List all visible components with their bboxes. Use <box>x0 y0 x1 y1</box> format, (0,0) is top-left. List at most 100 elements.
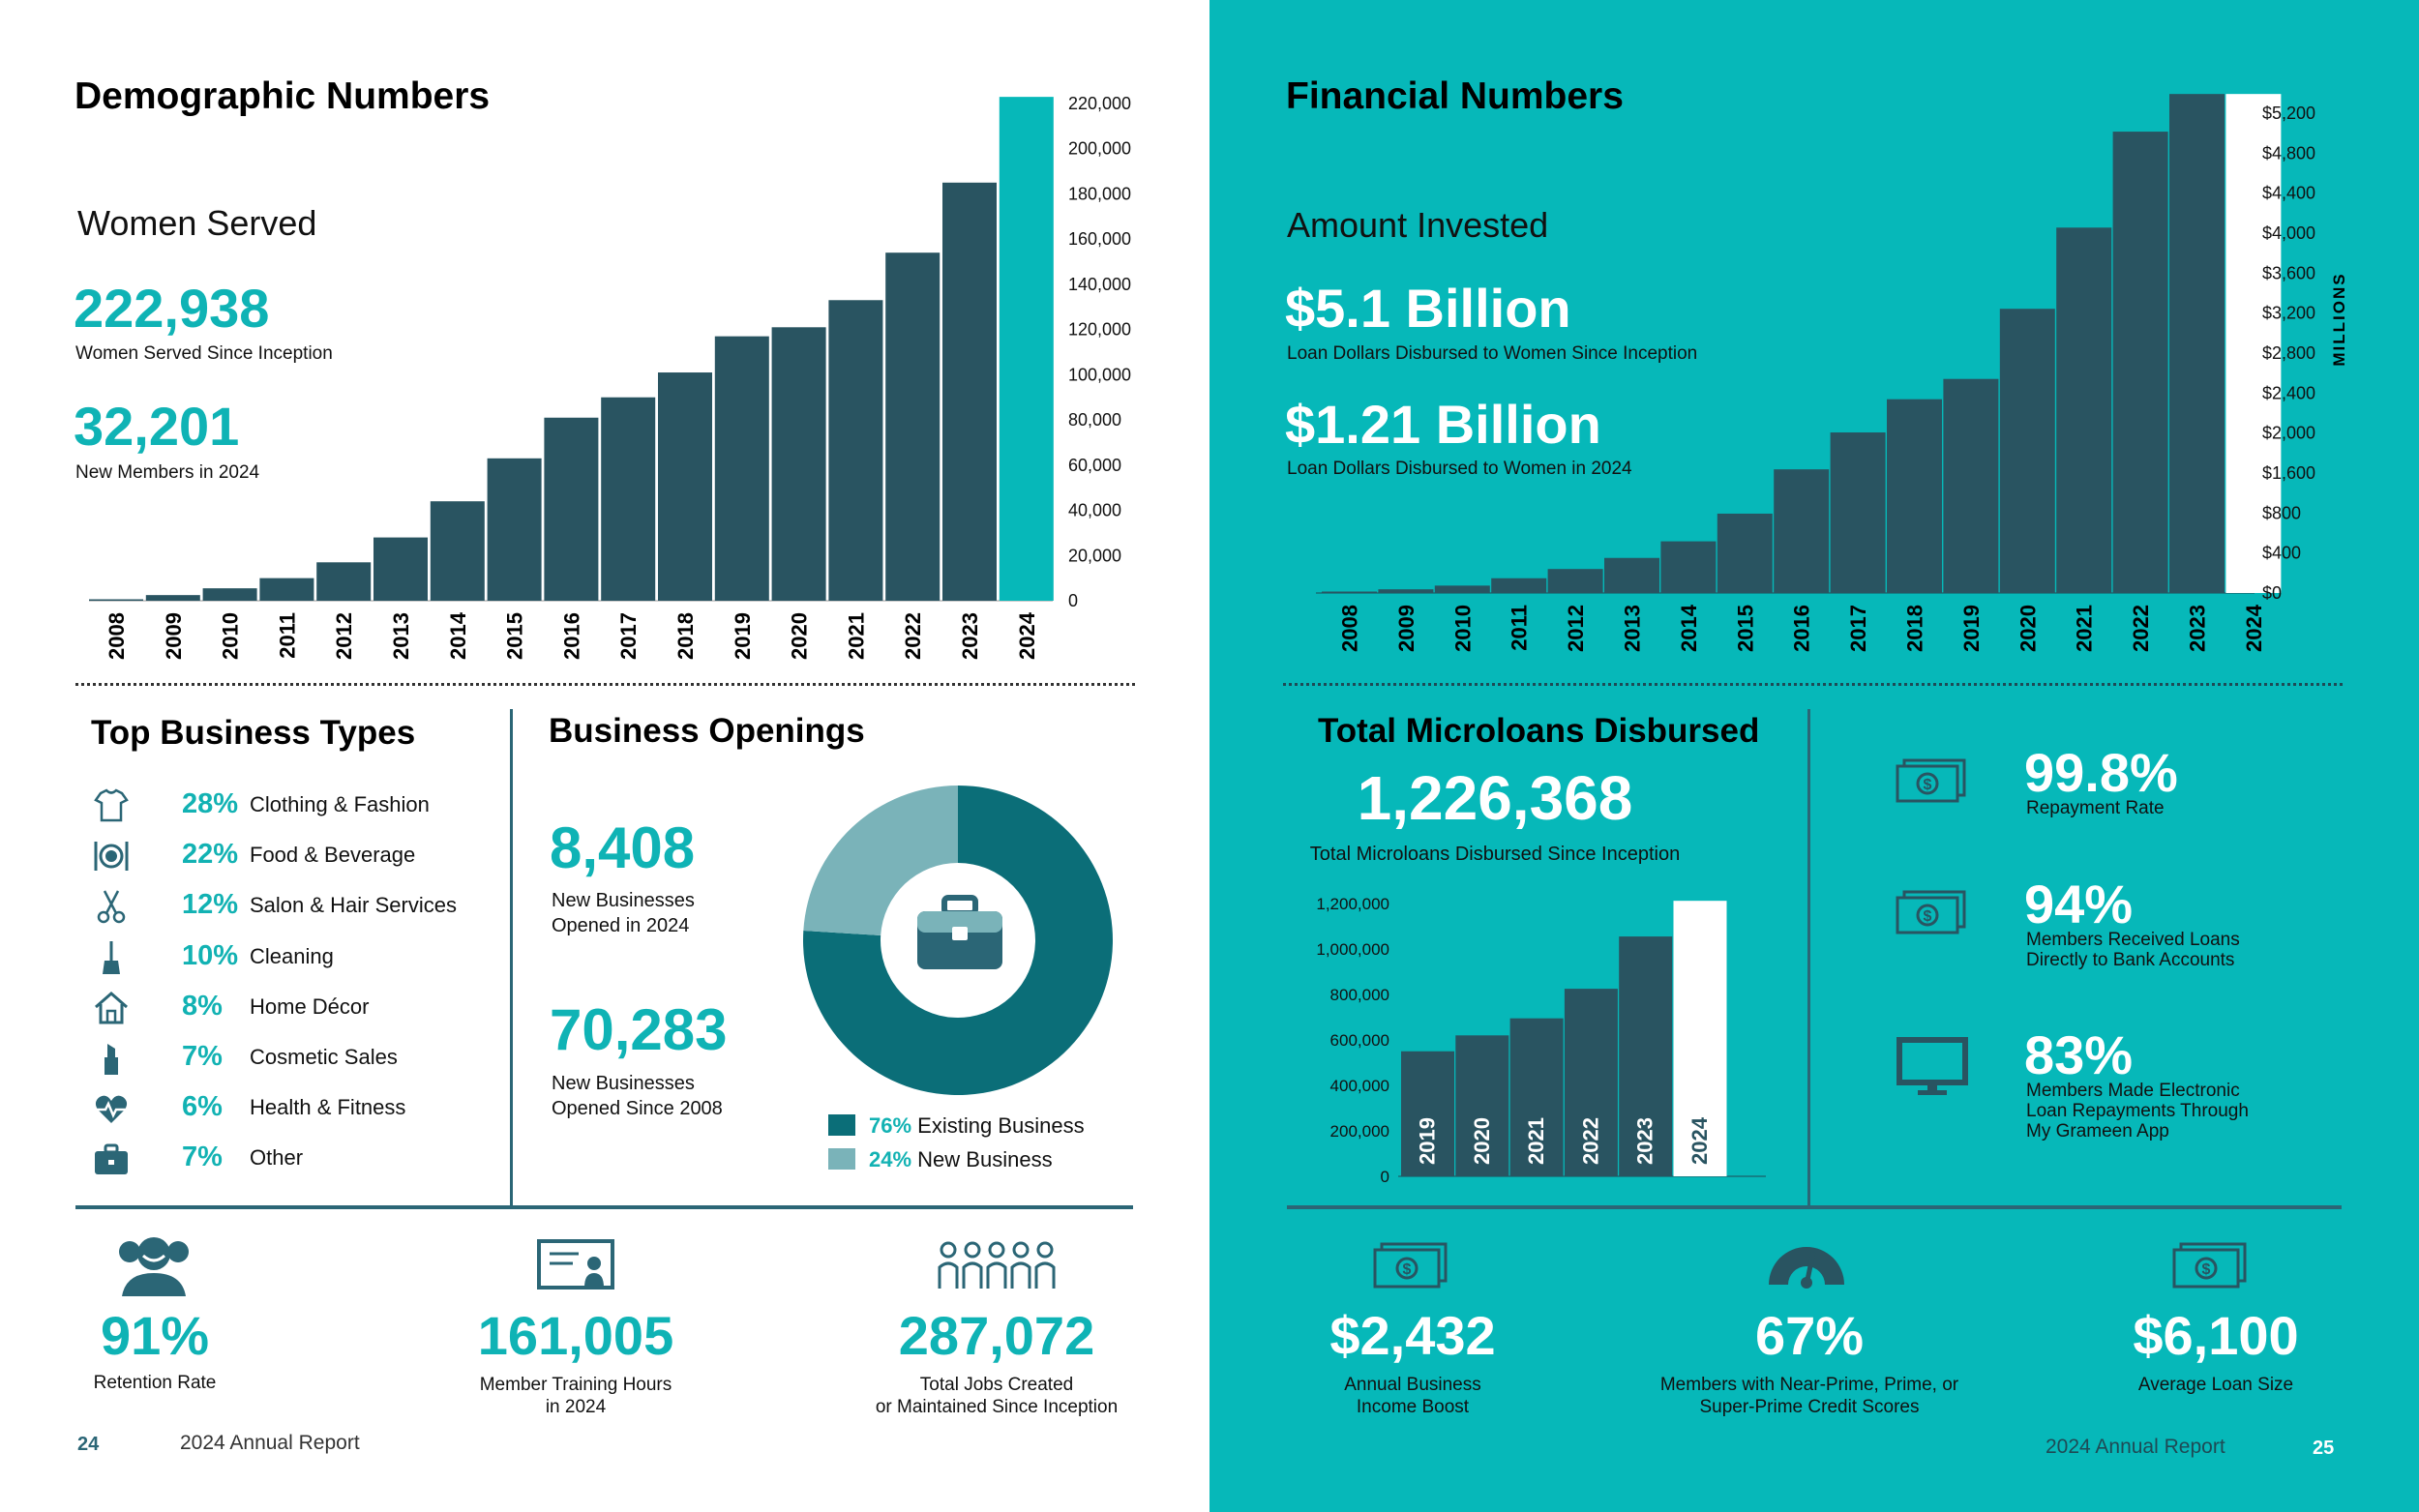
x-tick-label: 2017 <box>616 612 641 660</box>
legend-swatch-existing <box>828 1114 855 1136</box>
training-board-icon <box>536 1238 615 1292</box>
jobs-caption-1: Total Jobs Created <box>919 1375 1074 1395</box>
cash-icon: $ <box>1372 1240 1449 1289</box>
bar-2019 <box>714 336 769 601</box>
business-type-label: Cosmetic Sales <box>250 1045 398 1069</box>
electronic-repayment-value: 83% <box>2024 1024 2134 1085</box>
business-type-label: Clothing & Fashion <box>250 792 430 816</box>
bar-2019 <box>1943 378 1999 593</box>
bar-2011 <box>1491 578 1547 593</box>
y-tick-label: 400,000 <box>1330 1077 1389 1095</box>
x-tick-label: 2014 <box>1677 604 1701 652</box>
bar-2018 <box>658 372 712 601</box>
x-tick-label: 2009 <box>1394 605 1419 652</box>
briefcase-icon <box>913 894 1006 973</box>
bar-2022 <box>1564 989 1618 1176</box>
total-businesses-count: 70,283 <box>550 997 728 1062</box>
x-tick-label: 2015 <box>1733 605 1757 652</box>
bar-2021 <box>2056 227 2112 593</box>
y-tick-label: 100,000 <box>1068 365 1131 384</box>
section-rule <box>75 1205 1133 1209</box>
jobs-value: 287,072 <box>898 1305 1095 1366</box>
footer-text: 2024 Annual Report <box>180 1432 360 1454</box>
invested-total-caption: Loan Dollars Disbursed to Women Since In… <box>1287 343 1698 364</box>
avg-loan-value: $6,100 <box>2133 1305 2299 1366</box>
x-tick-label: 2024 <box>2242 604 2266 652</box>
bar-2023 <box>1619 936 1673 1176</box>
x-tick-label: 2016 <box>559 612 583 660</box>
x-tick-label: 2024 <box>1687 1116 1712 1165</box>
bar-2017 <box>1830 432 1886 593</box>
y-tick-label: 80,000 <box>1068 410 1121 430</box>
business-type-label: Health & Fitness <box>250 1095 406 1120</box>
business-type-pct: 7% <box>182 1141 223 1173</box>
x-tick-label: 2020 <box>788 612 812 660</box>
bank-accounts-value: 94% <box>2024 874 2134 934</box>
bar-2008 <box>89 599 143 601</box>
credit-score-caption-2: Super-Prime Credit Scores <box>1699 1397 1920 1417</box>
x-tick-label: 2014 <box>446 611 470 660</box>
x-tick-label: 2022 <box>1578 1117 1602 1165</box>
x-tick-label: 2020 <box>2016 605 2040 652</box>
y-tick-label: $800 <box>2262 503 2301 522</box>
bar-2010 <box>1434 585 1490 593</box>
member-icon <box>116 1234 192 1298</box>
business-type-pct: 7% <box>182 1041 223 1072</box>
y-tick-label: $0 <box>2262 583 2282 603</box>
y-tick-label: 200,000 <box>1068 139 1131 159</box>
y-tick-label: 600,000 <box>1330 1031 1389 1050</box>
y-axis-label: MILLIONS <box>2330 272 2348 366</box>
bar-2016 <box>1774 469 1830 593</box>
bar-2023 <box>2169 94 2225 593</box>
amount-invested-chart: 2008 2009 2010 2011 2012 2013 2014 2015 2016 2017… <box>1316 94 2348 652</box>
bar-2014 <box>1660 541 1717 593</box>
house-icon <box>93 990 130 1026</box>
x-tick-label: 2011 <box>275 612 299 659</box>
x-tick-label: 2021 <box>1524 1117 1548 1165</box>
women-served-chart: 2008 2009 2010 2011 2012 2013 2014 2015 2016 2017… <box>89 94 1131 660</box>
business-type-pct: 10% <box>182 939 239 971</box>
legend-new: 24% New Business <box>869 1147 1053 1171</box>
y-tick-label: 1,200,000 <box>1316 895 1389 913</box>
y-tick-label: 200,000 <box>1330 1122 1389 1141</box>
x-tick-label: 2013 <box>389 612 413 660</box>
bar-2020 <box>1455 1035 1509 1176</box>
invested-year-caption: Loan Dollars Disbursed to Women in 2024 <box>1287 459 1632 479</box>
training-hours-caption-2: in 2024 <box>545 1397 607 1417</box>
new-businesses-caption-2: Opened in 2024 <box>552 915 690 936</box>
business-openings-title: Business Openings <box>549 712 865 750</box>
electronic-repayment-caption-3: My Grameen App <box>2026 1121 2169 1141</box>
bar-2022 <box>2112 132 2168 594</box>
x-tick-label: 2023 <box>2186 605 2210 652</box>
business-type-row: 12% Salon & Hair Services <box>93 886 499 929</box>
x-tick-label: 2013 <box>1621 605 1645 652</box>
income-boost-caption-1: Annual Business <box>1344 1375 1481 1395</box>
bar-2008 <box>1322 591 1377 593</box>
bar-2018 <box>1887 399 1942 593</box>
x-tick-label: 2018 <box>673 612 698 660</box>
bar-2012 <box>1547 569 1603 593</box>
plate-icon <box>93 838 130 875</box>
business-type-label: Food & Beverage <box>250 843 416 868</box>
credit-score-caption-1: Members with Near-Prime, Prime, or <box>1659 1375 1959 1395</box>
invested-heading: Amount Invested <box>1287 205 1549 245</box>
bar-2012 <box>316 562 372 601</box>
bar-2024 <box>1673 901 1727 1176</box>
business-type-label: Home Décor <box>250 993 370 1019</box>
y-tick-label: $3,200 <box>2262 304 2315 323</box>
section-rule <box>1287 1205 2342 1209</box>
y-tick-label: 180,000 <box>1068 184 1131 203</box>
x-tick-label: 2008 <box>105 612 129 660</box>
cash-icon: $ <box>1895 888 1968 934</box>
business-type-row: 8% Home Décor <box>93 988 499 1030</box>
x-tick-label: 2019 <box>1416 1117 1440 1165</box>
y-tick-label: 0 <box>1068 591 1078 610</box>
business-type-pct: 28% <box>182 788 239 819</box>
donut-slice-new-business <box>803 786 958 935</box>
x-tick-label: 2016 <box>1790 605 1814 652</box>
new-businesses-count: 8,408 <box>550 815 696 880</box>
broom-icon <box>93 939 130 976</box>
invested-total: $5.1 Billion <box>1285 278 1571 339</box>
cash-icon: $ <box>1895 756 1968 803</box>
y-tick-label: 140,000 <box>1068 275 1131 294</box>
